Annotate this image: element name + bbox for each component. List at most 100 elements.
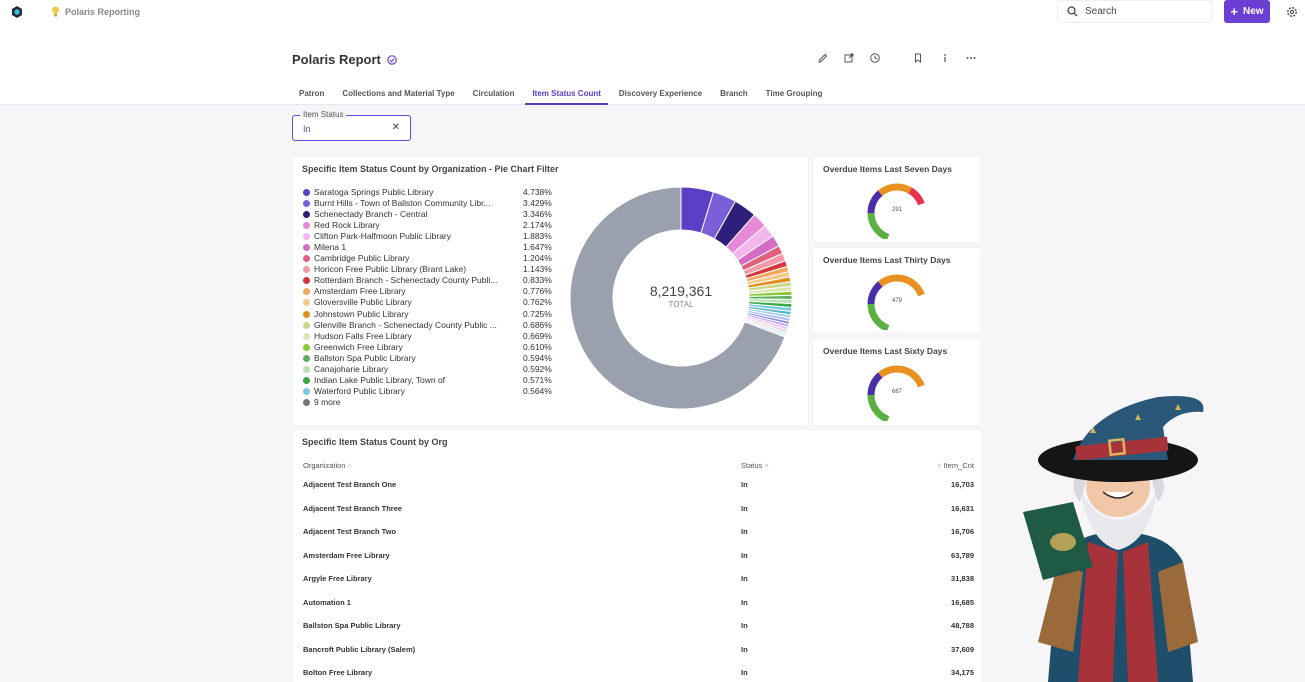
legend-item[interactable]: Red Rock Library 2.174% — [303, 220, 558, 231]
table-row[interactable]: Automation 1 In 16,685 — [292, 598, 982, 622]
legend-label: Burnt Hills - Town of Ballston Community… — [314, 198, 491, 209]
cell-organization: Automation 1 — [303, 597, 351, 607]
cell-status: In — [741, 644, 748, 654]
legend-item[interactable]: Glenville Branch - Schenectady County Pu… — [303, 320, 558, 331]
app-logo-icon[interactable] — [11, 6, 23, 18]
pie-chart-title: Specific Item Status Count by Organizati… — [302, 164, 559, 174]
table-row[interactable]: Amsterdam Free Library In 63,789 — [292, 551, 982, 575]
table-row[interactable]: Adjacent Test Branch Two In 16,706 — [292, 527, 982, 551]
table-row[interactable]: Argyle Free Library In 31,838 — [292, 574, 982, 598]
legend-label: Saratoga Springs Public Library — [314, 187, 434, 197]
item-status-filter[interactable]: Item Status In ✕ — [292, 110, 411, 141]
gauge-card-seven-days: Overdue Items Last Seven Days 291 — [813, 157, 981, 242]
filter-value: In — [303, 124, 311, 134]
legend-swatch — [303, 343, 310, 351]
legend-item[interactable]: Greenwich Free Library 0.610% — [303, 342, 558, 353]
pie-slice[interactable] — [570, 187, 786, 409]
legend-swatch — [303, 376, 310, 384]
cell-item-cnt: 48,788 — [951, 621, 974, 630]
legend-item[interactable]: Canajoharie Library 0.592% — [303, 364, 558, 375]
tab-collections[interactable]: Collections and Material Type — [342, 89, 455, 98]
legend-label: Amsterdam Free Library — [314, 286, 406, 297]
column-header-organization[interactable]: Organization ˄ — [303, 461, 352, 470]
tab-patron[interactable]: Patron — [299, 89, 325, 98]
legend-item[interactable]: Cambridge Public Library 1.204% — [303, 253, 558, 264]
legend-item[interactable]: Gloversville Public Library 0.762% — [303, 297, 558, 308]
edit-icon[interactable] — [817, 51, 829, 63]
gauge-segment — [878, 183, 912, 196]
legend-label: 9 more — [314, 396, 341, 407]
info-icon[interactable] — [939, 51, 951, 63]
search-label: Search — [1085, 6, 1117, 17]
cell-item-cnt: 16,706 — [951, 527, 974, 536]
tab-time-grouping[interactable]: Time Grouping — [765, 89, 823, 98]
legend-item[interactable]: Burnt Hills - Town of Ballston Community… — [303, 198, 558, 209]
cell-status: In — [741, 503, 748, 513]
tab-circulation[interactable]: Circulation — [472, 89, 515, 98]
search-input[interactable]: Search — [1057, 0, 1213, 23]
table-row[interactable]: Ballston Spa Public Library In 48,788 — [292, 621, 982, 645]
legend-swatch — [303, 288, 310, 296]
share-icon[interactable] — [843, 51, 855, 63]
table-row[interactable]: Bancroft Public Library (Salem) In 37,609 — [292, 645, 982, 669]
legend-item[interactable]: Waterford Public Library 0.564% — [303, 386, 558, 397]
table-row[interactable]: Adjacent Test Branch Three In 16,631 — [292, 504, 982, 528]
top-bar: Polaris Reporting Search + New — [0, 0, 1305, 25]
table-row[interactable]: Adjacent Test Branch One In 16,703 — [292, 480, 982, 504]
legend-swatch — [303, 189, 310, 196]
legend-item[interactable]: Clifton Park-Halfmoon Public Library 1.88… — [303, 231, 558, 242]
search-icon — [1067, 6, 1078, 17]
legend-item[interactable]: Indian Lake Public Library, Town of 0.571… — [303, 375, 558, 386]
new-button[interactable]: + New — [1224, 0, 1270, 23]
cell-organization: Adjacent Test Branch Two — [303, 527, 397, 536]
legend-value: 0.610% — [523, 341, 552, 352]
legend-value: 0.669% — [523, 330, 552, 341]
gauge-segment — [908, 187, 925, 206]
bookmark-icon[interactable] — [912, 51, 924, 64]
sort-icon: ˄ — [937, 461, 942, 470]
tab-discovery-experience[interactable]: Discovery Experience — [618, 89, 703, 98]
legend-item[interactable]: Hudson Falls Free Library 0.669% — [303, 331, 558, 342]
gauge-value: 687 — [891, 389, 902, 395]
donut-total-label: TOTAL — [668, 300, 694, 309]
table-row[interactable]: Bolton Free Library In 34,175 — [292, 668, 982, 682]
legend-value: 1.143% — [523, 264, 552, 275]
page-title: Polaris Report — [292, 52, 397, 67]
tab-branch[interactable]: Branch — [720, 89, 748, 98]
legend-label: Horicon Free Public Library (Brant Lake) — [314, 264, 467, 275]
legend-label: Canajoharie Library — [314, 363, 389, 374]
column-header-item-cnt[interactable]: ˄ Item_Cnt — [937, 461, 974, 470]
gauge-card-sixty-days: Overdue Items Last Sixty Days 687 — [813, 339, 981, 425]
legend-item[interactable]: 9 more — [303, 397, 558, 408]
legend-item[interactable]: Schenectady Branch - Central 3.346% — [303, 209, 558, 220]
legend-item[interactable]: Amsterdam Free Library 0.776% — [303, 286, 558, 297]
legend-item[interactable]: Rotterdam Branch - Schenectady County Pu… — [303, 275, 558, 286]
legend-label: Indian Lake Public Library, Town of — [314, 374, 446, 385]
clear-filter-icon[interactable]: ✕ — [391, 122, 400, 133]
legend-label: Glenville Branch - Schenectady County Pu… — [314, 319, 497, 330]
legend-value: 0.564% — [523, 385, 552, 396]
history-icon[interactable] — [869, 51, 881, 63]
legend-item[interactable]: Milena 1 1.647% — [303, 242, 558, 253]
cell-organization: Adjacent Test Branch Three — [303, 503, 403, 513]
legend-item[interactable]: Johnstown Public Library 0.725% — [303, 309, 558, 320]
report-tabs: Patron Collections and Material Type Cir… — [292, 83, 833, 105]
legend-value: 3.346% — [523, 209, 552, 220]
legend-item[interactable]: Saratoga Springs Public Library 4.738% — [303, 187, 558, 198]
tab-item-status-count[interactable]: Item Status Count — [525, 83, 608, 105]
legend-item[interactable]: Horicon Free Public Library (Brant Lake)… — [303, 264, 558, 275]
donut-chart[interactable] — [570, 187, 792, 409]
legend-item[interactable]: Ballston Spa Public Library 0.594% — [303, 353, 558, 364]
cell-organization: Ballston Spa Public Library — [303, 621, 401, 630]
column-header-status[interactable]: Status ˄ — [741, 461, 769, 470]
breadcrumb[interactable]: Polaris Reporting — [51, 6, 140, 17]
legend-value: 0.776% — [523, 286, 552, 297]
more-icon[interactable] — [965, 51, 977, 63]
column-header-label: Organization — [303, 461, 346, 470]
gauge-title: Overdue Items Last Thirty Days — [823, 255, 951, 265]
gear-icon[interactable] — [1286, 6, 1298, 18]
legend-label: Red Rock Library — [314, 220, 380, 231]
gauge-chart — [867, 274, 925, 330]
legend-value: 1.204% — [523, 253, 552, 264]
legend-swatch — [303, 222, 310, 230]
